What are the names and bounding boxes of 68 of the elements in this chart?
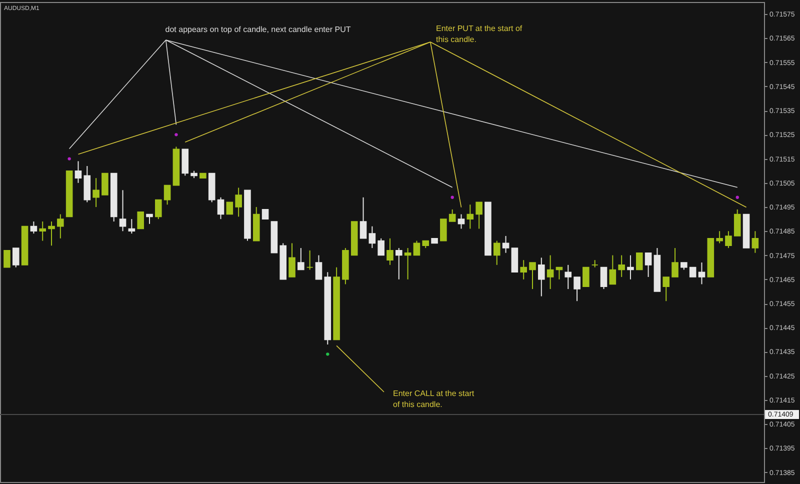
point <box>174 133 178 136</box>
annotation: dot appears on top of candle, next candle enter PUT <box>165 25 351 34</box>
candlestick <box>698 262 706 285</box>
candlestick <box>154 199 162 220</box>
candlestick <box>689 266 696 278</box>
candlestick <box>404 248 412 280</box>
candlestick <box>92 178 100 208</box>
candlestick <box>458 214 465 230</box>
candlestick <box>386 238 394 266</box>
candlestick <box>298 248 304 270</box>
annotation: Enter CALL at the start of this candle. <box>393 389 475 409</box>
candlestick <box>440 218 447 242</box>
candlestick <box>413 240 420 256</box>
candlestick <box>137 211 144 230</box>
candlestick <box>556 266 563 280</box>
candlestick <box>146 214 153 224</box>
candlestick <box>368 226 376 249</box>
candlestick <box>591 260 598 268</box>
candlestick <box>128 218 136 234</box>
candlestick <box>716 230 723 244</box>
candlestick <box>102 172 108 196</box>
point <box>450 196 454 199</box>
candlestick <box>502 235 510 254</box>
candlestick <box>618 254 625 278</box>
candlestick <box>57 214 64 239</box>
candlestick <box>217 196 224 220</box>
candlestick <box>546 254 554 290</box>
point <box>736 196 739 199</box>
candlestick <box>4 250 10 268</box>
candlestick <box>493 240 500 266</box>
candlestick <box>636 252 643 270</box>
candlestick <box>30 220 38 234</box>
candlestick <box>734 208 741 236</box>
candlestick <box>164 184 171 206</box>
candlestick <box>226 202 234 215</box>
candlestick <box>476 202 482 230</box>
candlestick <box>235 187 242 218</box>
candlestick <box>360 196 367 239</box>
candlestick <box>315 254 322 280</box>
candlestick <box>564 264 572 290</box>
candlestick <box>520 260 527 280</box>
candlestick <box>466 204 474 230</box>
candlestick <box>627 254 634 280</box>
annotation: Enter PUT at the start of this candle. <box>436 24 523 44</box>
point <box>68 157 71 160</box>
candlestick <box>538 257 545 297</box>
candlestick <box>74 160 82 184</box>
candlestick <box>582 266 590 288</box>
candlestick <box>574 276 580 302</box>
candlestick <box>12 248 20 268</box>
candlestick <box>609 254 616 285</box>
candlestick <box>644 252 652 278</box>
candlestick <box>48 220 55 246</box>
candlestick <box>378 238 384 256</box>
candlestick <box>725 230 732 249</box>
point <box>326 352 330 356</box>
candlestick <box>672 248 678 278</box>
candlestick <box>39 220 46 242</box>
candlestick <box>119 190 126 232</box>
candlestick <box>448 208 456 222</box>
candlestick <box>395 248 402 280</box>
candlestick <box>752 230 759 254</box>
candlestick <box>262 209 269 220</box>
candlestick <box>600 266 608 290</box>
candlestick <box>529 262 536 290</box>
candlestick <box>662 276 670 302</box>
candlestick <box>288 242 296 278</box>
candlestick <box>306 250 314 270</box>
